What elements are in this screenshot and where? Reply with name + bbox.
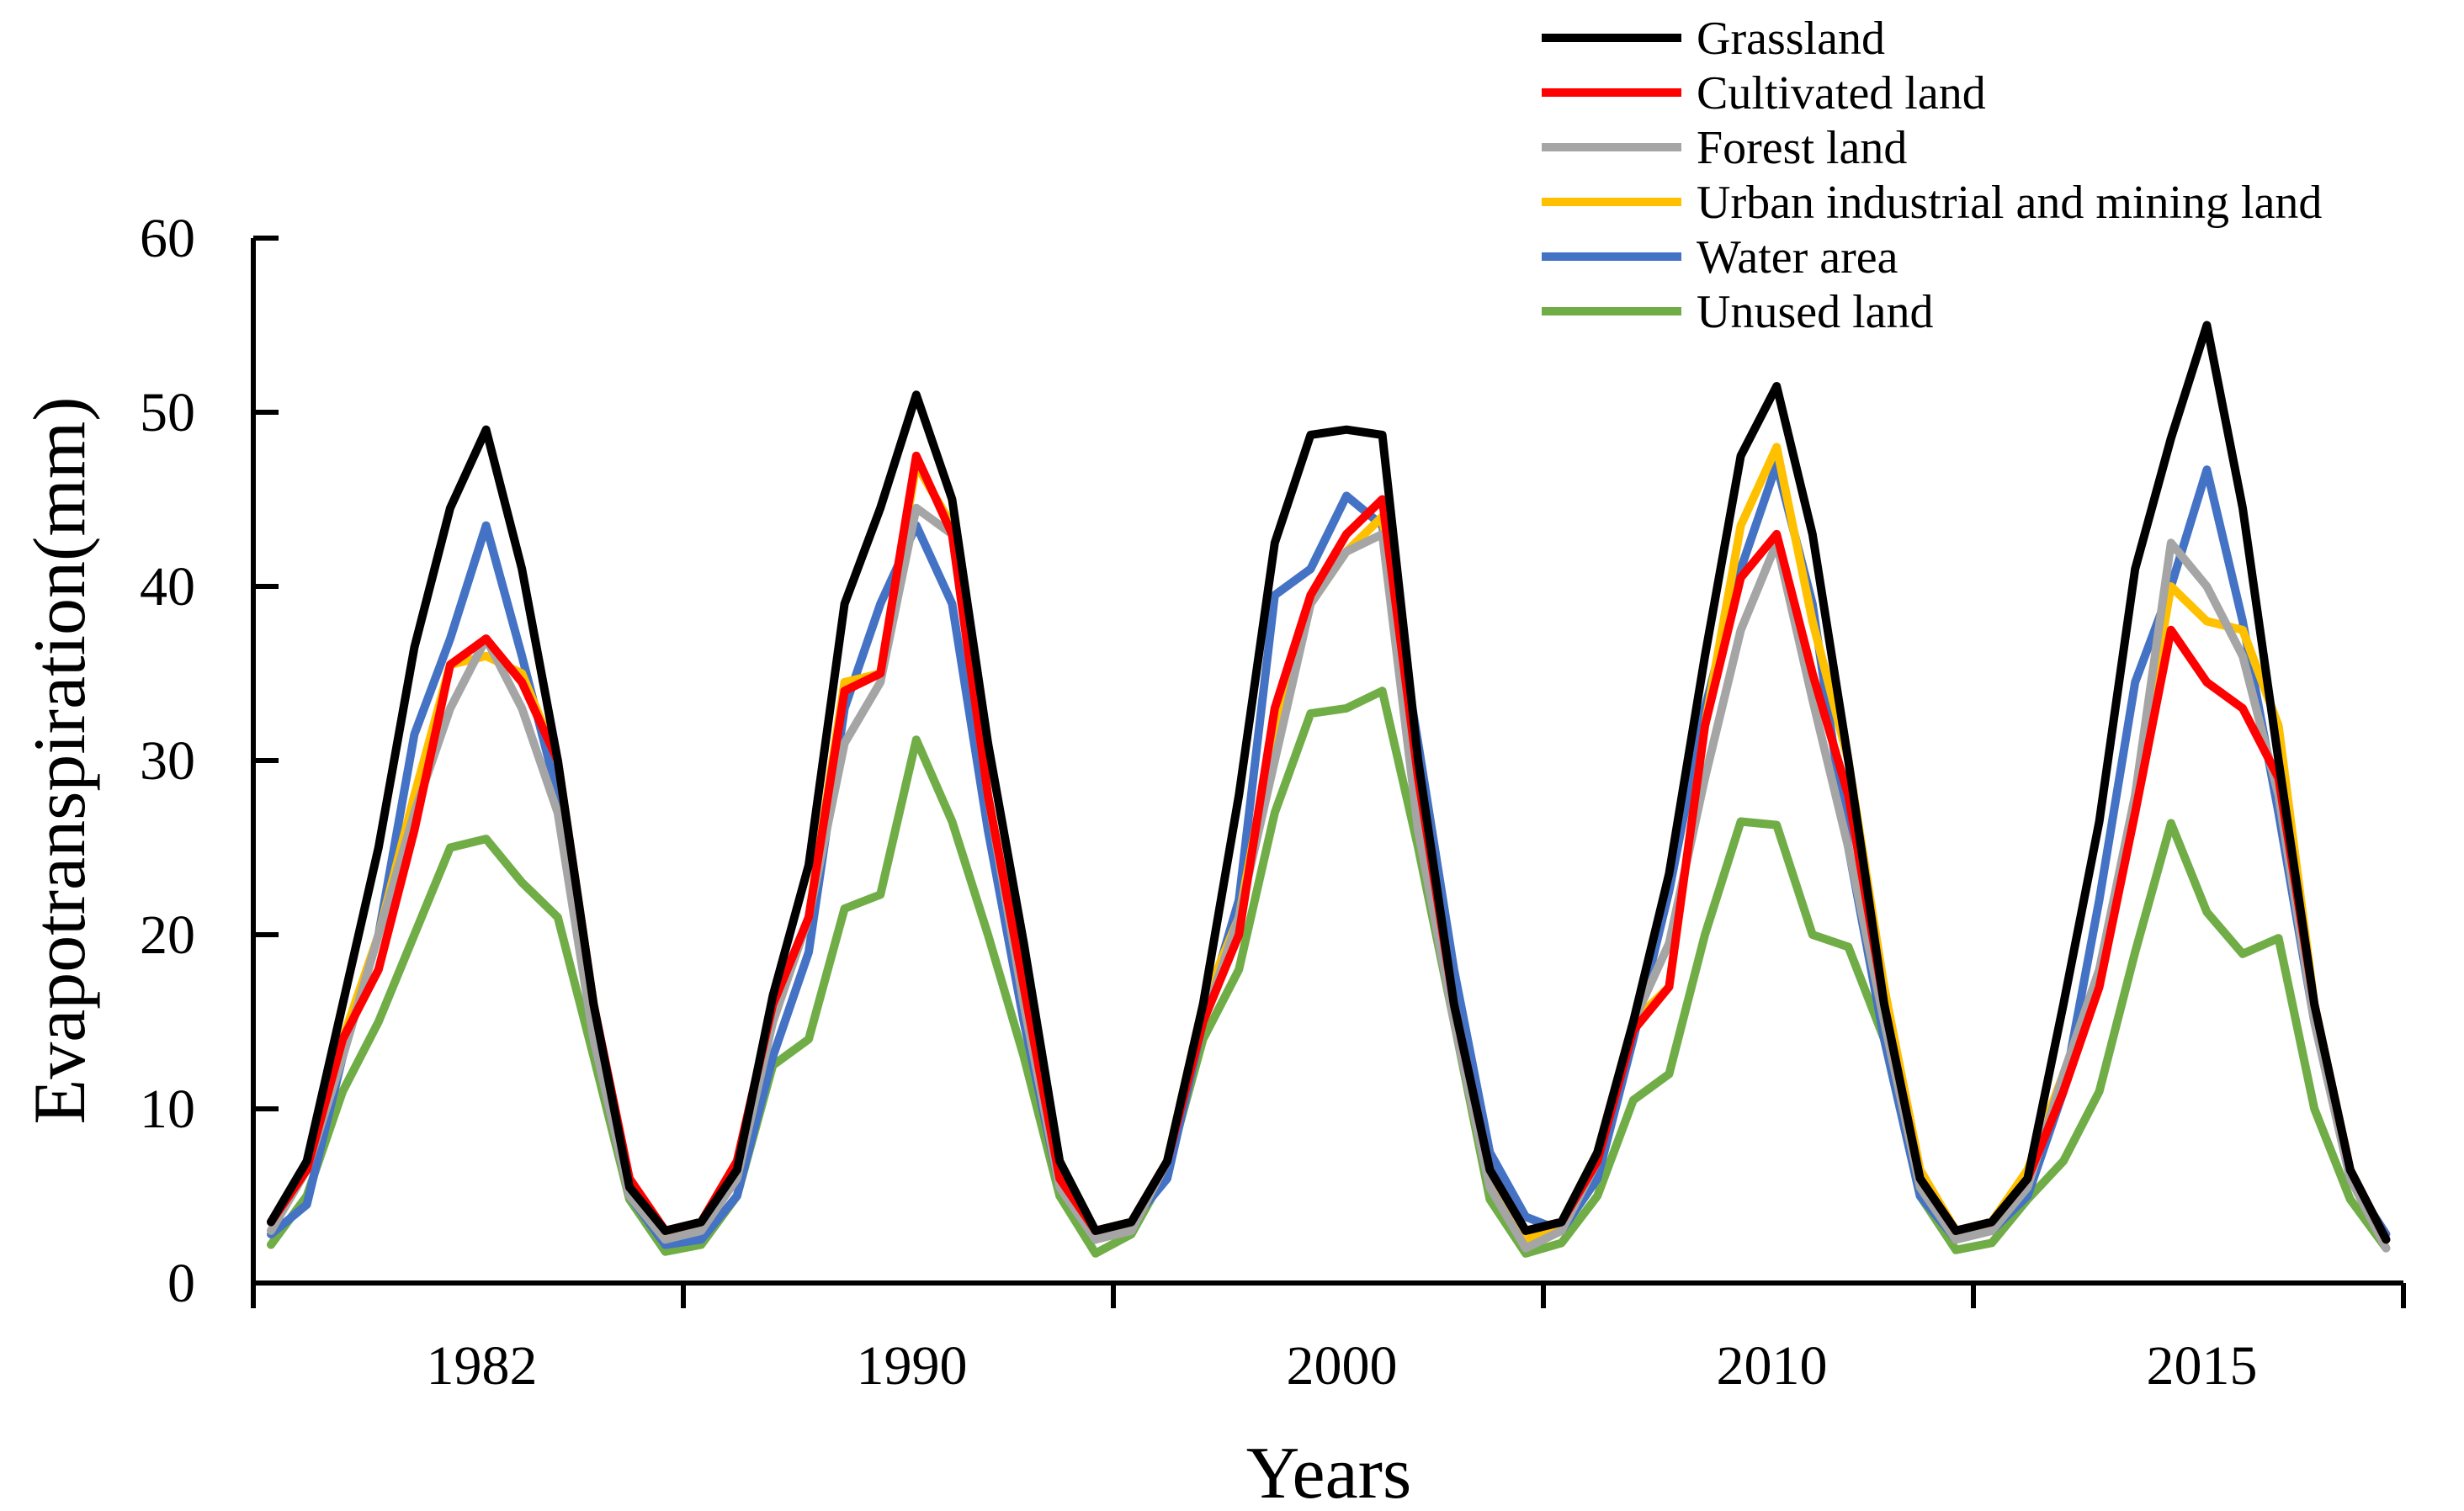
series-line-grassland (267, 321, 2391, 1244)
y-tick-label: 60 (140, 208, 195, 269)
x-tick-label: 2015 (2147, 1335, 2258, 1397)
x-ticks: 1982 1990 2000 2010 2015 (251, 1283, 2406, 1397)
legend-label: Urban industrial and mining land (1697, 177, 2322, 229)
legend-label: Water area (1697, 231, 1898, 284)
y-tick-label: 40 (140, 556, 195, 618)
y-tick-label: 20 (140, 904, 195, 966)
y-tick-label: 50 (140, 382, 195, 443)
legend-label: Grassland (1697, 13, 1885, 65)
y-tick-label: 0 (167, 1253, 195, 1314)
x-tick-label: 2000 (1287, 1335, 1398, 1397)
y-tick-label: 30 (140, 730, 195, 792)
legend-label: Unused land (1697, 286, 1934, 338)
legend-label: Forest land (1697, 122, 1907, 174)
x-axis-title: Years (1246, 1433, 1411, 1511)
y-ticks: 0 10 20 30 40 50 60 (140, 208, 279, 1314)
legend-label: Cultivated land (1697, 67, 1986, 119)
x-tick-label: 1990 (857, 1335, 968, 1397)
series-layer (267, 321, 2391, 1258)
y-tick-label: 10 (140, 1079, 195, 1140)
axes: 0 10 20 30 40 50 60 1982 1990 2000 2010 2015 (140, 208, 2406, 1397)
y-axis-title: Evapotranspiration(mm) (19, 396, 101, 1124)
series-line-forest-land (267, 503, 2391, 1253)
x-tick-label: 1982 (427, 1335, 538, 1397)
x-tick-label: 2010 (1717, 1335, 1828, 1397)
